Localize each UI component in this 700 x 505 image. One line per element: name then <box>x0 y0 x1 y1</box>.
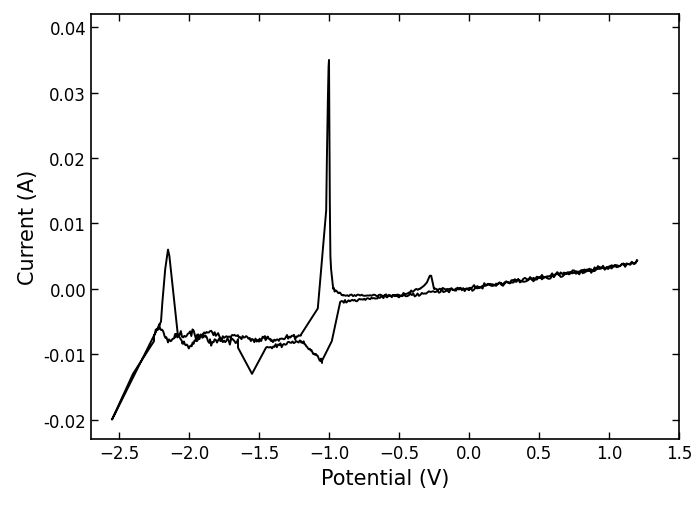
X-axis label: Potential (V): Potential (V) <box>321 468 449 488</box>
Y-axis label: Current (A): Current (A) <box>18 170 38 285</box>
